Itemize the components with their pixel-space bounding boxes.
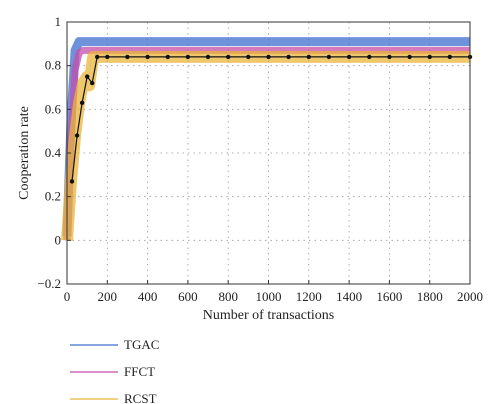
- marker-point: [69, 179, 75, 184]
- marker-point: [246, 54, 251, 60]
- marker-point: [185, 54, 191, 60]
- legend-label-rcst: RCST: [124, 391, 157, 404]
- marker-point: [125, 54, 130, 60]
- marker-point: [95, 54, 100, 60]
- marker-point: [407, 54, 412, 60]
- x-tick-label: 400: [138, 289, 158, 304]
- x-axis-label: Number of transactions: [203, 308, 334, 323]
- marker-point: [145, 54, 150, 60]
- marker-point: [205, 54, 211, 60]
- marker-point: [226, 54, 231, 60]
- x-tick-label: 1800: [417, 289, 443, 304]
- legend-label-tgac: TGAC: [124, 337, 159, 352]
- grid: [67, 22, 470, 284]
- tick-layer: 0 200 400 600 800 1000 1200 1400 1600 1800 2000 −0.…: [37, 14, 483, 304]
- marker-point: [74, 133, 80, 138]
- y-tick-label: 1: [55, 14, 62, 29]
- x-tick-label: 200: [98, 289, 118, 304]
- series-layer: [61, 37, 473, 241]
- marker-point: [367, 54, 372, 60]
- marker-point: [387, 54, 392, 60]
- marker-point: [165, 54, 170, 60]
- marker-point: [447, 54, 452, 60]
- marker-point: [85, 74, 90, 79]
- y-axis-label: Cooperation rate: [17, 106, 32, 200]
- marker-point: [90, 80, 95, 86]
- y-tick-label: 0.8: [45, 58, 61, 73]
- x-tick-label: 1400: [336, 289, 362, 304]
- y-tick-label: 0: [55, 232, 62, 247]
- marker-point: [286, 54, 291, 60]
- x-tick-label: 2000: [457, 289, 483, 304]
- marker-point: [79, 100, 85, 106]
- legend: TGAC FFCT RCST: [70, 337, 159, 404]
- y-tick-label: 0.6: [45, 101, 62, 116]
- x-tick-label: 1000: [256, 289, 282, 304]
- marker-point: [306, 54, 311, 60]
- y-tick-label: 0.4: [45, 145, 62, 160]
- marker-point: [266, 54, 271, 60]
- x-tick-label: 1200: [296, 289, 322, 304]
- x-tick-label: 1600: [376, 289, 402, 304]
- x-tick-label: 600: [178, 289, 198, 304]
- marker-point: [326, 54, 332, 60]
- y-tick-label: 0.2: [45, 189, 61, 204]
- marker-point: [105, 54, 110, 60]
- x-tick-label: 0: [64, 289, 71, 304]
- y-tick-label: −0.2: [37, 276, 61, 291]
- marker-point: [346, 54, 352, 60]
- legend-label-ffct: FFCT: [124, 364, 155, 379]
- series-line-rcst: [61, 50, 470, 241]
- marker-point: [427, 54, 432, 60]
- x-tick-label: 800: [218, 289, 238, 304]
